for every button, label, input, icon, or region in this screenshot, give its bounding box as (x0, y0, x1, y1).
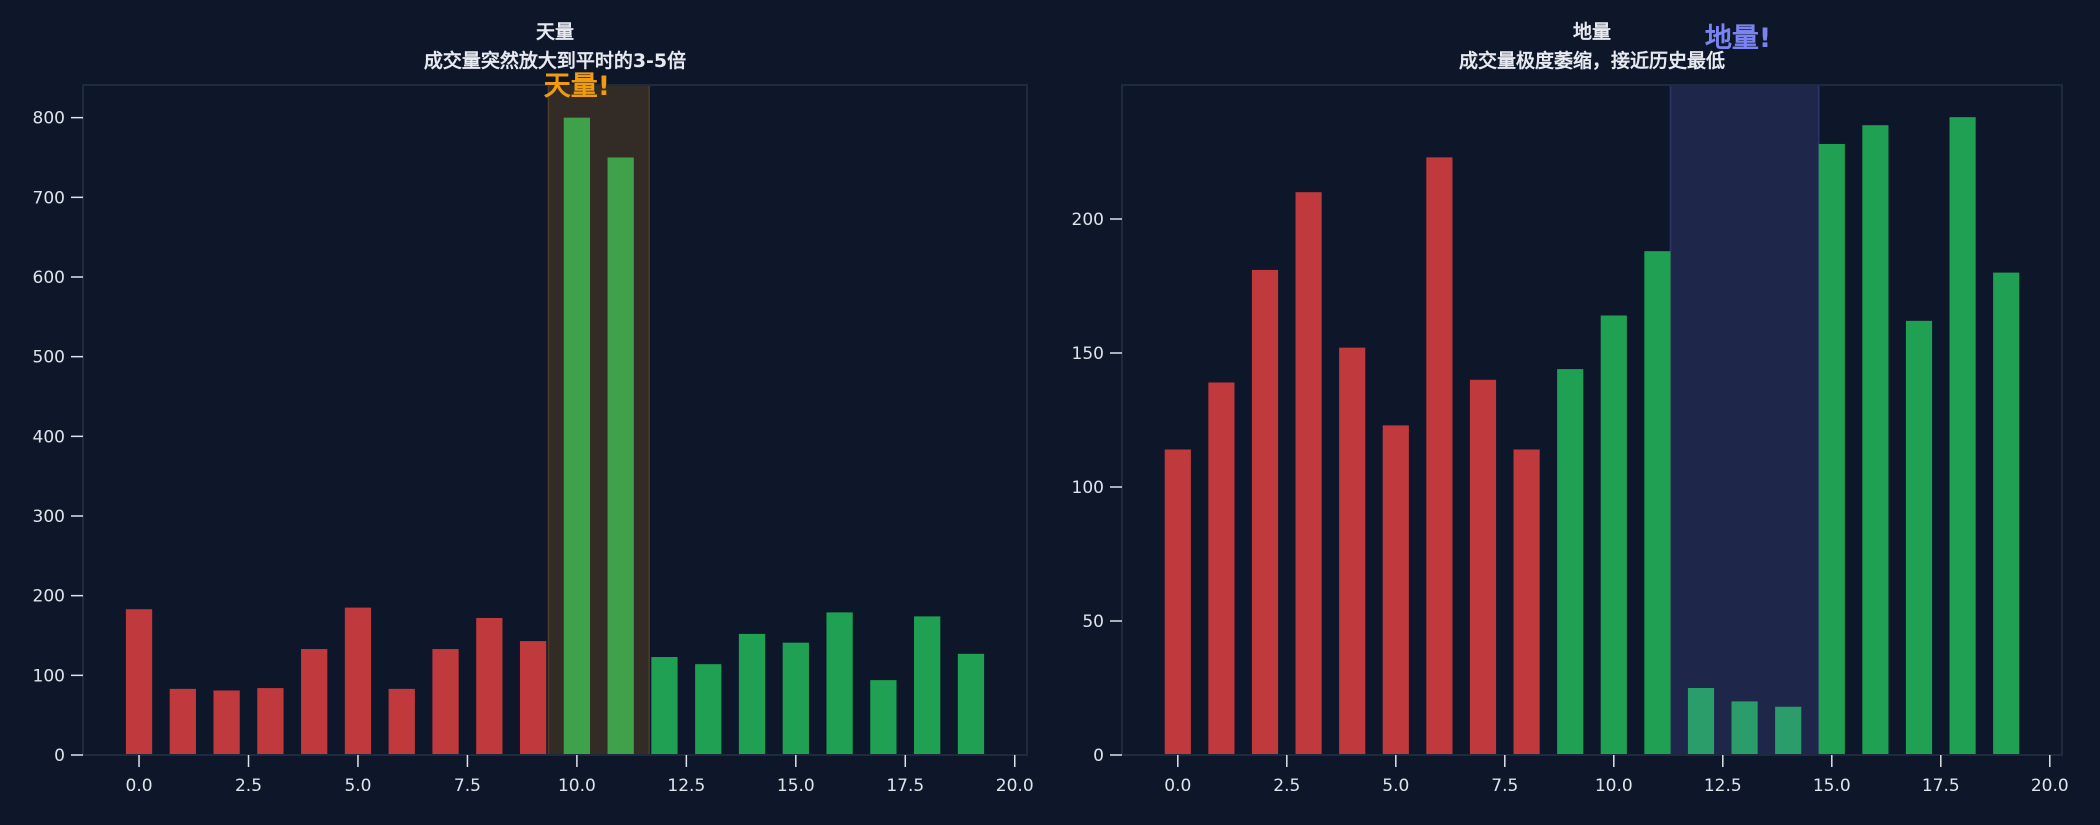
chart-subtitle: 成交量突然放大到平时的3-5倍 (424, 49, 686, 72)
bar-5 (1382, 425, 1409, 755)
x-tick-label: 2.5 (1273, 776, 1300, 796)
x-tick-label: 17.5 (886, 776, 924, 796)
x-tick-label: 17.5 (1922, 776, 1960, 796)
bar-18 (1949, 117, 1976, 755)
bar-6 (388, 688, 415, 755)
bar-9 (519, 641, 547, 755)
y-tick-label: 0 (1093, 746, 1104, 766)
bar-7 (1469, 379, 1497, 755)
y-tick-label: 200 (33, 587, 65, 607)
bar-2 (1251, 269, 1279, 755)
bar-3 (257, 688, 284, 755)
bar-13 (1731, 701, 1758, 755)
x-tick-label: 10.0 (1595, 776, 1633, 796)
bar-10 (563, 117, 591, 755)
bar-8 (1513, 449, 1540, 755)
bar-1 (169, 688, 196, 755)
x-tick-label: 15.0 (1813, 776, 1851, 796)
bar-1 (1208, 382, 1235, 755)
bar-18 (914, 616, 941, 755)
bar-5 (344, 607, 372, 755)
chart-title: 天量 (536, 21, 574, 43)
x-tick-label: 20.0 (996, 776, 1034, 796)
bar-10 (1600, 315, 1627, 755)
x-tick-label: 5.0 (344, 776, 371, 796)
x-tick-label: 5.0 (1382, 776, 1409, 796)
y-tick-label: 300 (33, 507, 65, 527)
chart-subtitle: 成交量极度萎缩，接近历史最低 (1459, 49, 1725, 72)
annotation-label: 天量! (544, 71, 610, 102)
x-tick-label: 0.0 (126, 776, 153, 796)
bar-0 (125, 609, 153, 755)
bar-17 (1905, 320, 1933, 755)
y-tick-label: 800 (33, 109, 65, 129)
bar-12 (651, 657, 678, 755)
bar-9 (1557, 369, 1584, 755)
bar-11 (1644, 251, 1671, 755)
bar-15 (782, 642, 809, 755)
x-tick-label: 7.5 (454, 776, 481, 796)
chart-tianliang: 0.0 2.5 5.0 7.5 10.0 12.5 15.0 17.5 20.0 0 100 200 3… (33, 21, 1034, 796)
y-tick-label: 400 (33, 427, 65, 447)
bar-19 (957, 653, 985, 755)
x-tick-label: 7.5 (1491, 776, 1518, 796)
bar-15 (1818, 143, 1845, 755)
x-tick-label: 0.0 (1164, 776, 1191, 796)
bar-13 (695, 664, 722, 755)
axes-frame (82, 84, 1028, 756)
x-tick-label: 15.0 (777, 776, 815, 796)
bar-19 (1993, 272, 2020, 755)
bar-11 (607, 157, 634, 756)
y-tick-label: 100 (1072, 478, 1104, 498)
axes-frame (1121, 84, 2063, 756)
chart-title: 地量 (1573, 20, 1611, 43)
bar-14 (1775, 706, 1802, 755)
bar-7 (432, 649, 459, 755)
bar-4 (301, 649, 328, 755)
y-tick-label: 100 (33, 666, 65, 686)
bar-4 (1339, 347, 1366, 755)
bar-3 (1295, 192, 1322, 755)
x-tick-label: 10.0 (558, 776, 596, 796)
x-tick-label: 20.0 (2031, 776, 2069, 796)
bar-16 (826, 612, 853, 755)
y-tick-label: 700 (33, 188, 65, 208)
x-tick-label: 12.5 (667, 776, 705, 796)
x-tick-label: 2.5 (235, 776, 262, 796)
y-tick-label: 150 (1072, 344, 1104, 364)
highlight-span (547, 84, 650, 756)
bar-17 (870, 680, 897, 755)
y-tick-label: 0 (54, 746, 65, 766)
bar-16 (1862, 125, 1889, 755)
y-tick-label: 600 (33, 268, 65, 288)
chart-diliang: 0.0 2.5 5.0 7.5 10.0 12.5 15.0 17.5 20.0 0 50 100 15… (1072, 20, 2069, 796)
y-tick-label: 50 (1082, 612, 1104, 632)
y-tick-label: 500 (33, 348, 65, 368)
x-tick-label: 12.5 (1704, 776, 1742, 796)
bar-0 (1164, 449, 1191, 755)
bar-14 (738, 633, 766, 755)
y-tick-label: 200 (1072, 210, 1104, 230)
bar-6 (1426, 157, 1453, 756)
highlight-span (1669, 84, 1820, 756)
bar-2 (213, 690, 240, 755)
bar-12 (1687, 688, 1715, 755)
bar-8 (476, 617, 503, 755)
annotation-label: 地量! (1705, 23, 1771, 54)
